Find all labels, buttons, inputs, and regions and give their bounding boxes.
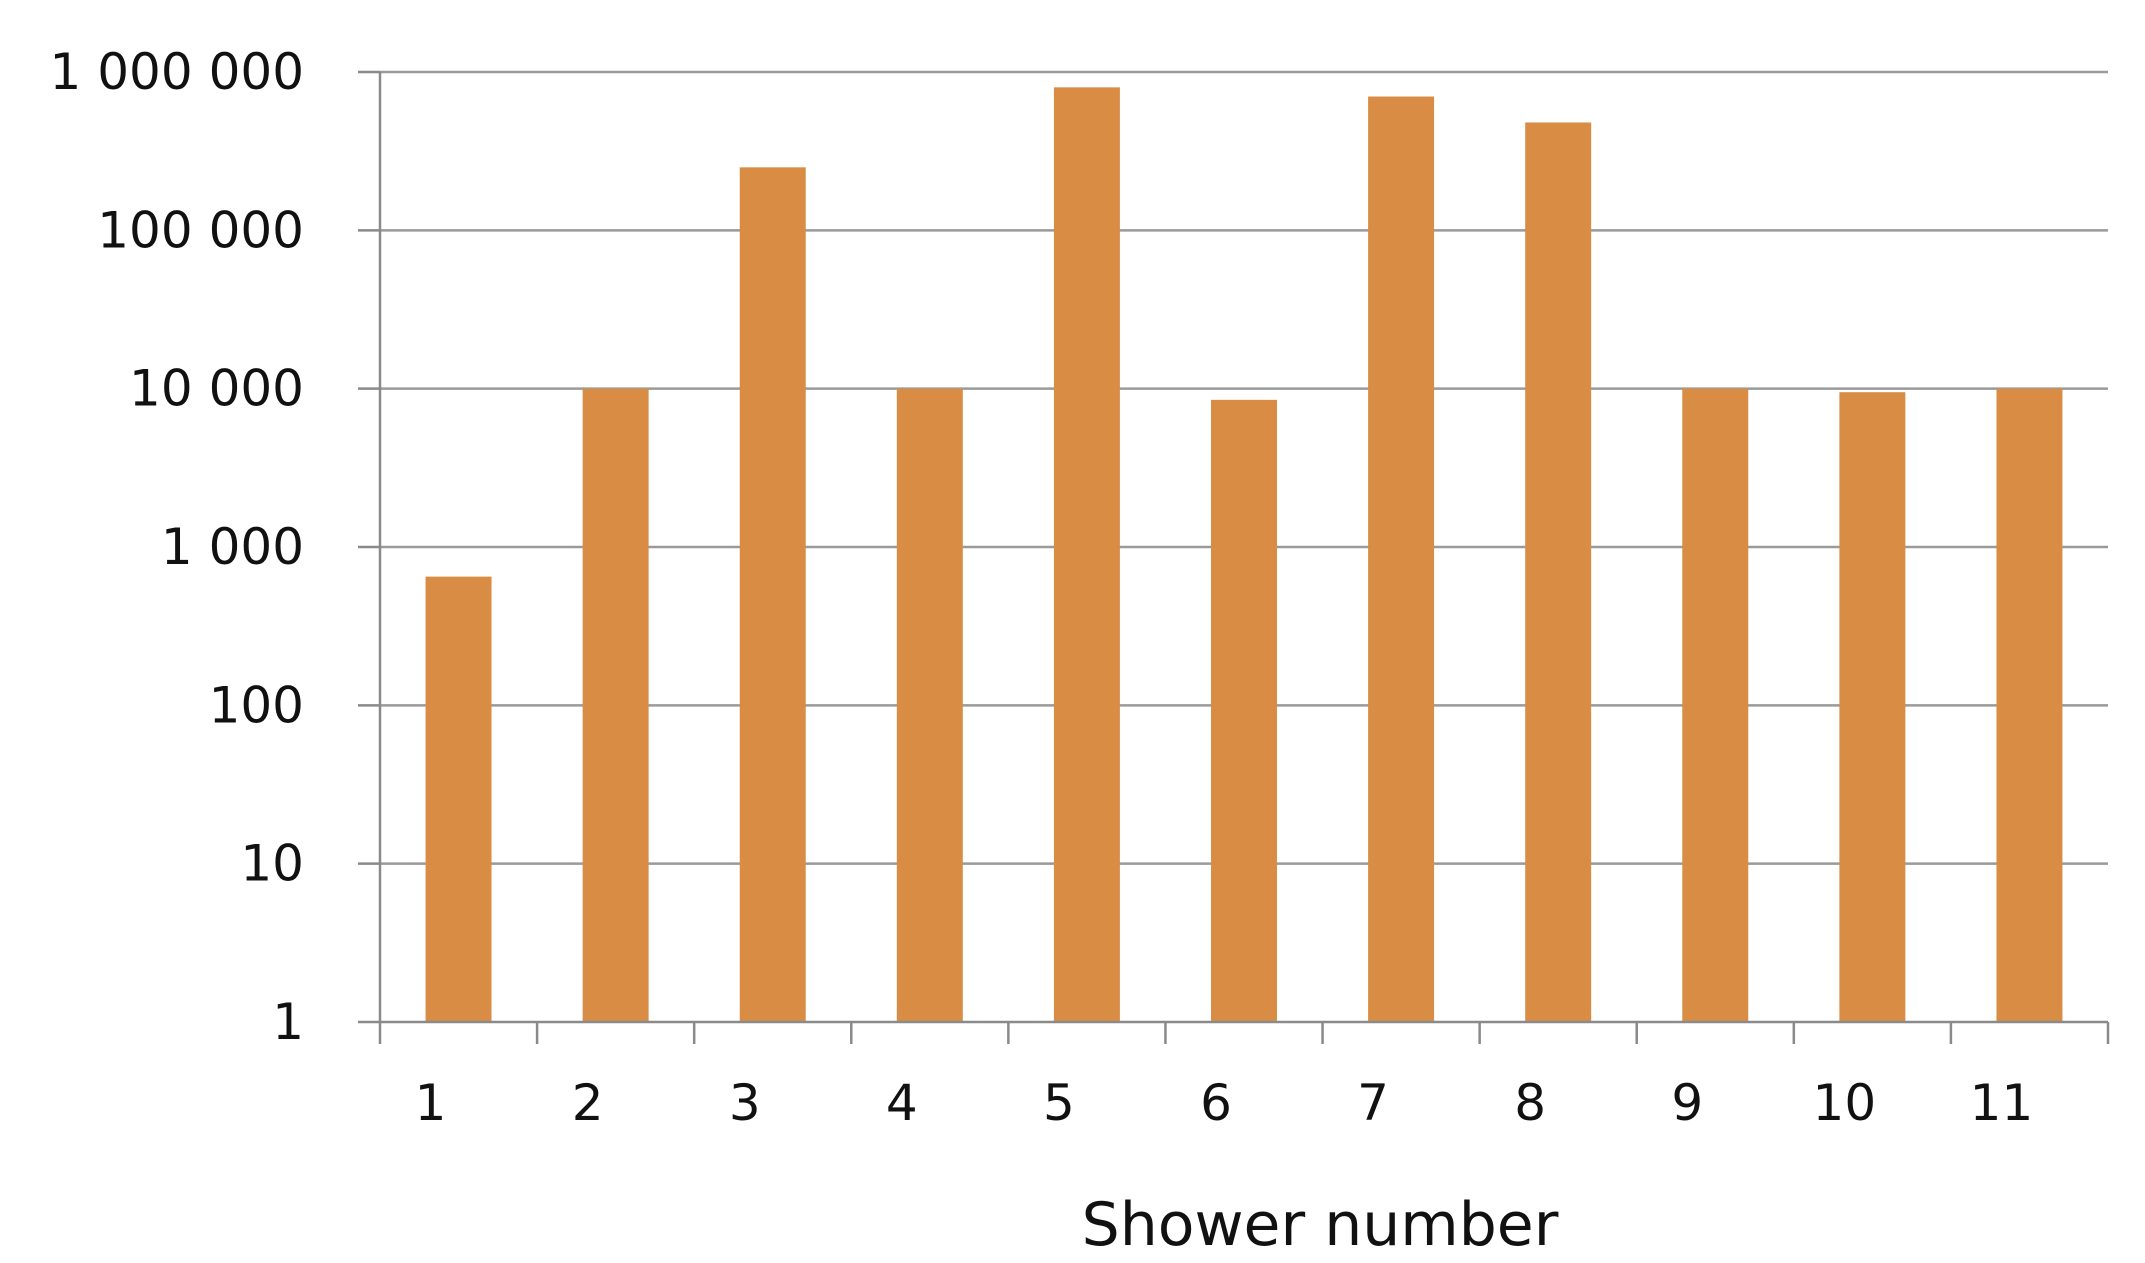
y-tick-label: 100: [209, 676, 304, 734]
y-tick-label: 10: [240, 835, 304, 893]
axes: [358, 70, 2110, 1044]
x-tick-label: 7: [1357, 1074, 1389, 1132]
bar: [739, 167, 806, 1022]
bars: [425, 87, 2063, 1023]
bar: [1682, 388, 1749, 1023]
x-tick-label: 11: [1970, 1074, 2034, 1132]
bar: [1839, 392, 1906, 1023]
bar: [582, 388, 649, 1023]
bar: [1211, 399, 1277, 1022]
x-tick-label: 6: [1200, 1074, 1232, 1132]
y-tick-label: 1: [272, 993, 304, 1051]
x-axis-title: Shower number: [1082, 1190, 1559, 1260]
x-tick-label: 8: [1514, 1074, 1546, 1132]
bar: [1525, 122, 1592, 1022]
x-tick-labels: 1 2 3 4 5 6 7 8 9 10 11: [415, 1074, 2034, 1132]
bar: [1053, 87, 1120, 1022]
x-tick-label: 9: [1671, 1074, 1703, 1132]
y-tick-label: 100 000: [97, 201, 304, 259]
y-tick-label: 1 000: [161, 518, 304, 576]
bar: [425, 576, 492, 1022]
x-tick-label: 4: [886, 1074, 918, 1132]
bar: [1368, 96, 1435, 1023]
x-tick-label: 10: [1813, 1074, 1877, 1132]
x-tick-label: 1: [415, 1074, 447, 1132]
x-tick-label: 2: [572, 1074, 604, 1132]
x-tick-label: 3: [729, 1074, 761, 1132]
bar: [1996, 388, 2063, 1023]
y-tick-labels: 1 10 100 1 000 10 000 100 000 1 000 000: [50, 43, 304, 1051]
y-tick-label: 10 000: [129, 360, 304, 418]
x-tick-label: 5: [1043, 1074, 1075, 1132]
bar: [896, 388, 963, 1023]
y-tick-label: 1 000 000: [50, 43, 304, 101]
